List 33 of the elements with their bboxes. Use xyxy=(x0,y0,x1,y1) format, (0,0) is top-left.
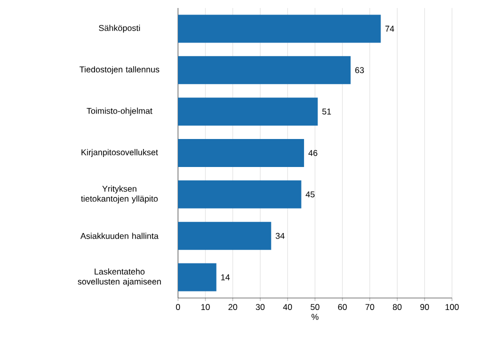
data-label: 34 xyxy=(276,232,285,239)
bar xyxy=(178,56,351,84)
x-axis-title: % xyxy=(312,314,318,320)
data-label: 63 xyxy=(355,67,364,74)
y-tick-label: Tiedostojen tallennus xyxy=(80,66,160,74)
x-tick-label: 80 xyxy=(392,304,402,310)
bar xyxy=(178,222,272,250)
data-label: 51 xyxy=(322,108,331,115)
data-label: 74 xyxy=(385,26,394,32)
data-label: 45 xyxy=(306,191,315,198)
y-tick-label: Toimisto-ohjelmat xyxy=(86,108,152,116)
bar xyxy=(178,263,216,292)
x-tick-label: 60 xyxy=(338,304,347,310)
bar xyxy=(178,180,302,208)
bar xyxy=(178,139,304,168)
bar xyxy=(178,98,318,126)
data-label: 14 xyxy=(221,274,230,280)
y-tick-label: Sähköposti xyxy=(98,24,140,33)
x-tick-label: 40 xyxy=(283,304,292,310)
x-tick-label: 90 xyxy=(420,304,429,310)
x-tick-label: 100 xyxy=(446,304,459,310)
x-tick-label: 0 xyxy=(176,304,180,310)
x-tick-label: 30 xyxy=(256,304,265,310)
y-tick-label: Kirjanpitosovellukset xyxy=(82,149,158,157)
data-label: 46 xyxy=(308,150,318,156)
bar xyxy=(178,14,381,43)
y-tick-label: Asiakkuuden hallinta xyxy=(80,232,159,239)
x-tick-label: 20 xyxy=(228,304,238,310)
x-tick-label: 10 xyxy=(201,304,210,310)
y-tick-label: Yrityksen tietokantojen ylläpito xyxy=(81,186,158,204)
x-tick-label: 70 xyxy=(366,304,374,310)
y-tick-label: Laskentateho sovellusten ajamiseen xyxy=(78,268,161,286)
x-tick-label: 50 xyxy=(310,304,320,310)
